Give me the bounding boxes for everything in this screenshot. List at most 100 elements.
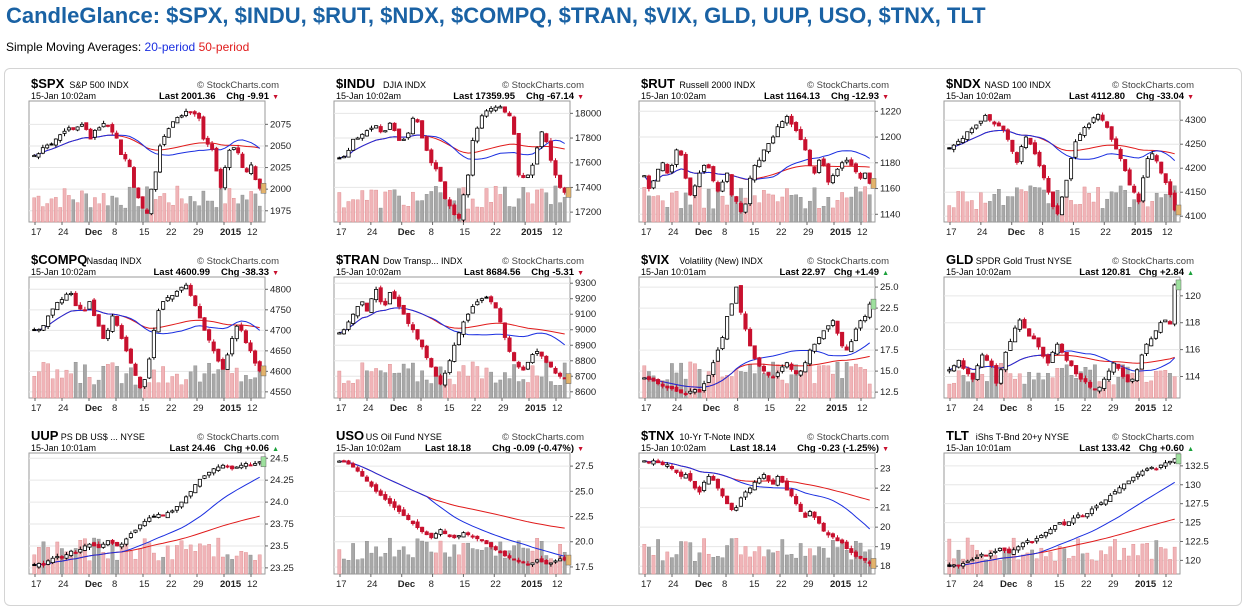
candle-body: [78, 549, 83, 553]
volume-bar: [794, 557, 798, 575]
volume-bar: [489, 371, 493, 399]
volume-bar: [798, 197, 803, 223]
candle-body: [461, 532, 466, 538]
volume-bar: [337, 192, 342, 223]
candle-body: [812, 343, 817, 352]
volume-bar: [360, 190, 365, 223]
volume-bar: [1149, 380, 1154, 399]
volume-bar: [1044, 556, 1048, 575]
volume-bar: [1017, 373, 1022, 399]
candle-body: [812, 166, 817, 174]
candle-body: [69, 550, 74, 556]
candle-body: [84, 122, 89, 130]
chart-change: Chg -67.14: [526, 91, 575, 102]
candle-body: [216, 466, 221, 471]
candle-body: [392, 122, 397, 132]
volume-bar: [725, 375, 729, 399]
chart-rut: $RUT Russell 2000 INDX © StockCharts.com 15…: [638, 76, 901, 238]
candle-body: [378, 490, 383, 496]
x-tick-label: 2015: [525, 403, 547, 414]
candle-body: [55, 302, 60, 311]
candle-body: [803, 139, 808, 151]
candle-body: [807, 511, 812, 517]
volume-bar: [985, 381, 989, 399]
x-tick-label: 24: [973, 579, 984, 590]
volume-bar: [351, 199, 355, 223]
volume-bar: [466, 208, 470, 223]
candle-body: [1167, 321, 1173, 325]
volume-bar: [980, 374, 985, 399]
volume-bar: [1123, 190, 1127, 223]
volume-bar: [670, 363, 674, 399]
x-tick-label: Dec: [1000, 403, 1017, 414]
candle-body: [844, 346, 849, 351]
volume-bar: [424, 379, 429, 399]
candle-body: [752, 345, 757, 359]
chart-change: Chg +2.84: [1139, 267, 1185, 278]
candle-body: [498, 106, 503, 109]
volume-bar: [447, 556, 452, 575]
candle-body: [32, 155, 37, 158]
volume-bar: [826, 197, 831, 223]
volume-bar: [87, 377, 92, 399]
volume-bar: [424, 194, 429, 223]
candle-body: [456, 332, 461, 346]
volume-bar: [785, 554, 789, 575]
x-tick-label: 24: [58, 403, 69, 414]
volume-bar: [670, 557, 674, 575]
volume-bar: [670, 192, 674, 223]
candle-body: [830, 320, 835, 326]
volume-bar: [1122, 547, 1126, 575]
volume-bar: [92, 537, 96, 575]
candle-body: [127, 159, 132, 168]
volume-bar: [369, 552, 374, 575]
volume-bar: [660, 560, 665, 575]
volume-bar: [355, 559, 360, 575]
sma-50-link[interactable]: 50-period: [198, 40, 250, 54]
volume-bar: [75, 202, 80, 223]
chart-date: 15-Jan 10:01am: [946, 443, 1011, 453]
volume-bar: [411, 191, 415, 223]
candle-body: [1109, 126, 1114, 140]
last-price-marker: [565, 187, 572, 198]
candle-body: [161, 301, 166, 310]
candle-body: [516, 132, 521, 176]
down-arrow-icon: ▼: [882, 94, 889, 101]
volume-bar: [406, 368, 411, 399]
volume-bar: [867, 194, 872, 223]
volume-bar: [253, 193, 258, 223]
candle-body: [133, 529, 138, 533]
candle-body: [489, 296, 494, 303]
candle-body: [757, 477, 762, 484]
x-tick-label: 15: [139, 579, 150, 590]
plot-frame: [638, 276, 876, 399]
candle-body: [743, 313, 748, 330]
volume-bar: [466, 542, 470, 575]
candle-body: [849, 159, 854, 166]
x-tick-label: 22: [490, 579, 501, 590]
volume-bar: [374, 189, 378, 223]
chart-symbol: $NDX: [946, 76, 981, 91]
volume-bar: [230, 373, 234, 399]
x-tick-label: 15: [1069, 227, 1080, 238]
volume-bar: [457, 554, 461, 575]
candle-body: [346, 321, 351, 330]
sma-20-line: [339, 134, 565, 160]
volume-bar: [1140, 543, 1145, 575]
candle-body: [980, 354, 985, 368]
volume-bar: [114, 197, 119, 223]
x-tick-label: 29: [193, 403, 204, 414]
plot-frame: [28, 276, 266, 399]
x-tick-label: 12: [247, 227, 258, 238]
volume-bar: [835, 361, 840, 399]
candle-body: [734, 507, 739, 511]
candle-body: [406, 514, 411, 520]
volume-bar: [1036, 372, 1041, 399]
candle-body: [438, 529, 443, 535]
candle-body: [688, 473, 693, 481]
candle-body: [92, 129, 97, 138]
candle-body: [761, 149, 766, 162]
chart-change: Chg -0.09 (-0.47%): [492, 443, 574, 454]
volume-bar: [697, 552, 702, 575]
sma-20-link[interactable]: 20-period: [144, 40, 196, 54]
